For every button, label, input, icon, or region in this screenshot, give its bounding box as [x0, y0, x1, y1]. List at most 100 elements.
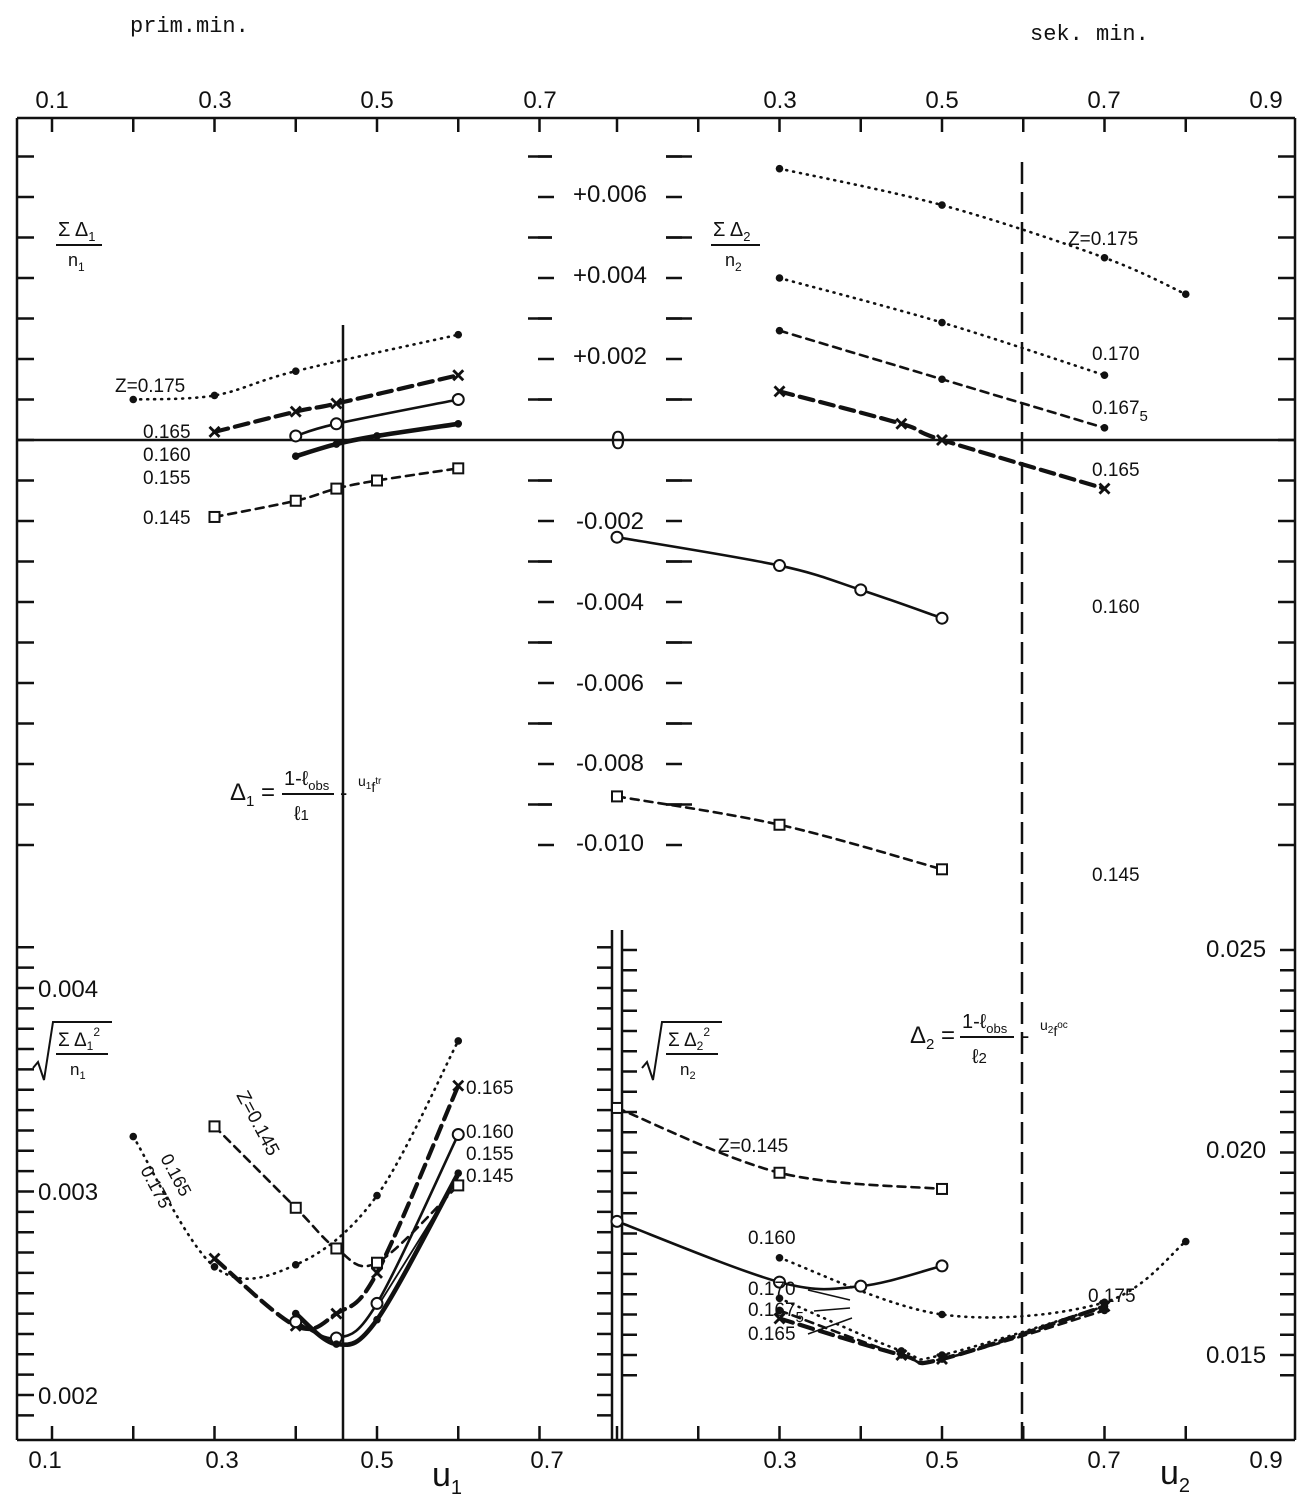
marker-x [895, 417, 908, 430]
bl-series-line [131, 1039, 460, 1281]
mid-tick-label: 0 [611, 425, 625, 455]
bottom-tick-label: 0.9 [1249, 1447, 1282, 1474]
tr-series-line [777, 389, 1107, 491]
tl-series-labels: Z=0.175 0.165 0.160 0.155 0.145 [115, 376, 191, 529]
mid-tick-label: -0.002 [576, 508, 644, 535]
marker-x [936, 434, 948, 446]
marker-square [289, 494, 302, 507]
marker-circle [610, 530, 624, 544]
marker-circle [854, 583, 868, 597]
top-u1-tick-labels: 0.1 0.3 0.5 0.7 [35, 87, 556, 114]
frame [15, 116, 1297, 1442]
marker-dot [454, 420, 463, 428]
top-tick-label: 0.7 [1087, 87, 1120, 114]
series-label: 0.165 [748, 1324, 796, 1345]
series-label: 0.165 [1092, 460, 1140, 481]
svg-text:Σ Δ12: Σ Δ12 [58, 1025, 100, 1053]
marker-dot [775, 274, 784, 282]
svg-text:Σ Δ2: Σ Δ2 [713, 219, 750, 244]
marker-dot [938, 201, 946, 209]
data-markers [129, 164, 1190, 1366]
series-label: 0.160 [748, 1228, 796, 1249]
u1-axis-label: u1 [432, 1456, 462, 1495]
br-series-line [615, 1220, 944, 1291]
top-u2-tick-labels: 0.3 0.5 0.7 0.9 [763, 87, 1282, 114]
br-series-line [778, 1297, 1106, 1361]
leader-line [813, 1307, 851, 1312]
br-tick-label: 0.020 [1206, 1137, 1266, 1164]
tr-series-labels: Z=0.175 0.170 0.1675 0.165 0.160 0.145 [1068, 229, 1148, 886]
top-tick-label: 0.9 [1249, 87, 1282, 114]
marker-x [773, 1312, 786, 1325]
marker-x [452, 1079, 465, 1092]
br-series-line [778, 1309, 1106, 1365]
marker-square [330, 482, 343, 495]
tl-series-line [293, 421, 461, 459]
marker-x [936, 1353, 948, 1366]
bl-series-labels: 0.165 0.160 0.155 0.145 Z=0.145 0.165 0.… [136, 1078, 513, 1212]
svg-text:ℓ1: ℓ1 [294, 803, 309, 825]
leader-line [807, 1317, 853, 1335]
marker-circle [451, 393, 465, 406]
series-label: 0.165 [466, 1078, 514, 1099]
svg-text:u2foc: u2foc [1040, 1017, 1068, 1039]
marker-x [289, 405, 302, 418]
marker-dot [454, 330, 463, 339]
marker-circle [854, 1279, 868, 1293]
series-label: Z=0.145 [718, 1136, 788, 1157]
mid-tick-label: -0.008 [576, 750, 644, 777]
marker-x [330, 397, 343, 410]
marker-dot [291, 1309, 300, 1318]
marker-x [208, 425, 221, 438]
series-label: 0.160 [143, 445, 191, 466]
axis-ticks [17, 118, 1295, 1440]
series-label: 0.145 [1092, 865, 1140, 886]
bl-tick-label: 0.003 [38, 1179, 98, 1206]
marker-dot [1181, 1237, 1190, 1246]
svg-text:Δ2 =: Δ2 = [910, 1022, 955, 1053]
marker-square [452, 462, 465, 475]
bl-tick-label: 0.002 [38, 1383, 98, 1410]
bottom-u2-tick-labels: 0.3 0.5 0.7 0.9 [763, 1447, 1282, 1474]
top-tick-label: 0.3 [198, 87, 231, 114]
series-label: Z=0.145 [232, 1087, 284, 1159]
mid-tick-label: +0.004 [573, 262, 647, 289]
marker-dot [1181, 290, 1190, 299]
series-label: 0.165 [143, 422, 191, 443]
marker-dot [775, 1306, 784, 1315]
top-tick-label: 0.5 [360, 87, 393, 114]
br-tick-label: 0.025 [1206, 936, 1266, 963]
bl-series-line [212, 1083, 461, 1332]
marker-circle [773, 559, 786, 573]
tr-series-line [778, 276, 1106, 377]
mid-tick-label: +0.006 [573, 181, 647, 208]
bottom-tick-label: 0.5 [360, 1447, 393, 1474]
tr-series-line [615, 795, 944, 871]
svg-text:-: - [340, 780, 347, 805]
br-series-line [778, 1240, 1188, 1319]
marker-square [936, 1182, 948, 1195]
data-curves [131, 167, 1188, 1366]
marker-dot [210, 391, 219, 400]
marker-dot [291, 1260, 300, 1269]
marker-dot [775, 1254, 784, 1262]
bl-series-line [293, 1170, 461, 1348]
mid-tick-label: -0.010 [576, 830, 644, 857]
ylabel-rms-delta1: Σ Δ12 n1 [32, 1021, 112, 1082]
marker-square [452, 1179, 465, 1192]
top-tick-label: 0.5 [925, 87, 958, 114]
br-tick-label: 0.015 [1206, 1342, 1266, 1369]
marker-x [452, 369, 465, 382]
series-label: 0.145 [143, 508, 191, 529]
bottom-tick-label: 0.5 [925, 1447, 958, 1474]
svg-text:1-ℓobs: 1-ℓobs [962, 1011, 1008, 1036]
marker-dot [938, 375, 946, 384]
marker-dot [938, 1310, 946, 1319]
bottom-tick-label: 0.3 [205, 1447, 238, 1474]
formula-delta1: Δ1 = 1-ℓobs ℓ1 - u1ftr [230, 768, 382, 825]
svg-text:1-ℓobs: 1-ℓobs [284, 768, 330, 793]
ylabel-sum-delta1: Σ Δ1 n1 [56, 219, 102, 274]
svg-text:ℓ2: ℓ2 [972, 1046, 987, 1068]
ylabel-rms-delta2: Σ Δ22 n2 [641, 1021, 722, 1082]
series-label: 0.160 [1092, 597, 1140, 618]
